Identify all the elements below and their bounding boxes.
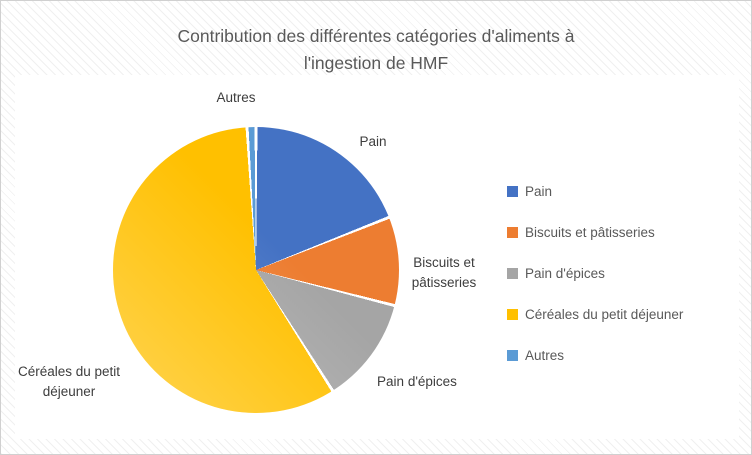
legend-label-biscuits: Biscuits et pâtisseries — [525, 224, 655, 240]
legend-swatch-autres-icon — [507, 349, 518, 361]
legend-swatch-pain-icon — [507, 185, 518, 197]
legend-item-cereales[interactable]: Céréales du petit déjeuner — [507, 306, 683, 322]
slice-label-cereales: Céréales du petit déjeuner — [17, 364, 121, 399]
legend-swatch-cereales-icon — [507, 308, 518, 320]
legend-label-autres: Autres — [525, 347, 565, 363]
pie-chart[interactable] — [113, 127, 399, 413]
legend-swatch-biscuits-icon — [507, 226, 518, 238]
legend-label-cereales: Céréales du petit déjeuner — [525, 306, 684, 322]
legend-label-pain-epices: Pain d'épices — [525, 265, 605, 281]
legend-item-biscuits[interactable]: Biscuits et pâtisseries — [507, 224, 683, 240]
chart-title-line-1: Contribution des différentes catégories … — [177, 26, 575, 46]
chart-title-line-2: l'ingestion de HMF — [303, 53, 449, 73]
slice-label-autres: Autres — [216, 90, 256, 105]
chart-title: Contribution des différentes catégories … — [1, 23, 751, 77]
slice-label-biscuits: Biscuits et pâtisseries — [411, 255, 477, 290]
slice-label-pain-epices: Pain d'épices — [377, 374, 457, 389]
legend-item-autres[interactable]: Autres — [507, 347, 683, 363]
legend-item-pain-epices[interactable]: Pain d'épices — [507, 265, 683, 281]
legend-item-pain[interactable]: Pain — [507, 183, 683, 199]
legend-label-pain: Pain — [525, 183, 553, 199]
legend: Pain Biscuits et pâtisseries Pain d'épic… — [507, 183, 683, 388]
legend-swatch-pain-epices-icon — [507, 267, 518, 279]
slice-label-pain: Pain — [359, 134, 387, 149]
